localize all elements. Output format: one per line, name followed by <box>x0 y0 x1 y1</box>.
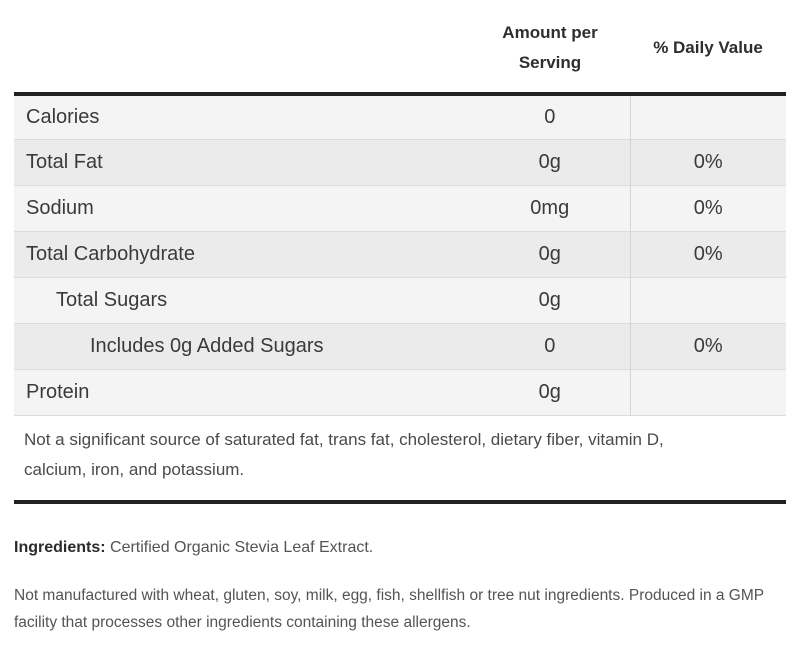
table-row-protein: Protein 0g <box>14 369 786 416</box>
table-footnote-row: Not a significant source of saturated fa… <box>14 415 786 504</box>
daily-value: 0% <box>629 139 786 186</box>
nutrient-label: Total Carbohydrate <box>14 231 470 278</box>
table-row-calories: Calories 0 <box>14 93 786 140</box>
table-row-sodium: Sodium 0mg 0% <box>14 185 786 232</box>
amount-value: 0g <box>470 277 630 324</box>
daily-value: 0% <box>629 231 786 278</box>
nutrient-label: Total Fat <box>14 139 470 186</box>
daily-value <box>629 277 786 324</box>
daily-value: 0% <box>629 323 786 370</box>
daily-value <box>629 369 786 416</box>
nutrient-label: Sodium <box>14 185 470 232</box>
table-header: Amount per Serving % Daily Value <box>14 6 786 96</box>
amount-value: 0g <box>470 231 630 278</box>
nutrient-label: Protein <box>14 369 470 416</box>
nutrient-label: Calories <box>14 93 470 140</box>
ingredients-text: Certified Organic Stevia Leaf Extract. <box>105 538 374 556</box>
header-spacer <box>14 6 470 96</box>
header-daily-value: % Daily Value <box>630 6 786 96</box>
amount-value: 0g <box>470 139 630 186</box>
table-row-total-carbohydrate: Total Carbohydrate 0g 0% <box>14 231 786 278</box>
not-significant-source-note: Not a significant source of saturated fa… <box>24 430 664 479</box>
table-row-total-fat: Total Fat 0g 0% <box>14 139 786 186</box>
header-amount-per-serving: Amount per Serving <box>470 6 630 96</box>
ingredients-line: Ingredients: Certified Organic Stevia Le… <box>14 536 786 560</box>
table-row-added-sugars: Includes 0g Added Sugars 0 0% <box>14 323 786 370</box>
nutrient-label: Total Sugars <box>14 277 470 324</box>
daily-value: 0% <box>629 185 786 232</box>
nutrition-table: Amount per Serving % Daily Value Calorie… <box>14 6 786 504</box>
nutrient-label: Includes 0g Added Sugars <box>14 323 470 370</box>
amount-value: 0mg <box>470 185 630 232</box>
table-row-total-sugars: Total Sugars 0g <box>14 277 786 324</box>
ingredients-label: Ingredients: <box>14 538 106 556</box>
amount-value: 0 <box>470 323 630 370</box>
amount-value: 0 <box>470 93 630 140</box>
amount-value: 0g <box>470 369 630 416</box>
allergen-note: Not manufactured with wheat, gluten, soy… <box>14 586 764 632</box>
daily-value <box>629 93 786 140</box>
